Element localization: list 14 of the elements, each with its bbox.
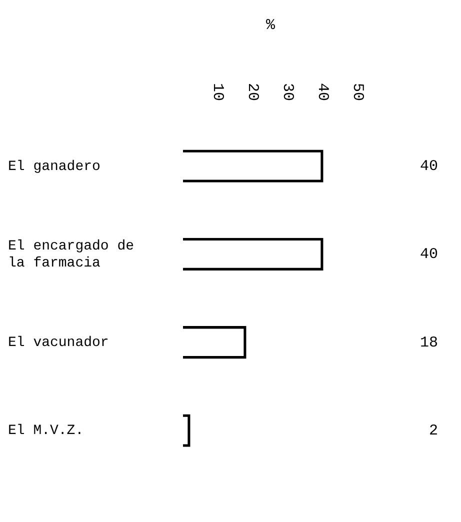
x-tick-label: 30 [279,82,296,102]
y-tick-label: El ganadero [8,158,100,175]
x-tick-label: 10 [209,82,226,102]
x-axis-title: % [266,16,276,34]
x-tick-label: 20 [244,82,262,102]
y-tick-label: El vacunador [8,335,109,352]
data-label: 2 [428,422,438,440]
data-label: 40 [420,246,438,264]
y-tick-label: El M.V.Z. [8,423,84,440]
data-label: 40 [420,158,438,176]
data-label: 18 [420,334,438,352]
x-tick-label: 40 [314,82,332,102]
y-tick-label: El encargado de la farmacia [8,238,134,272]
x-tick-label: 50 [349,82,366,102]
